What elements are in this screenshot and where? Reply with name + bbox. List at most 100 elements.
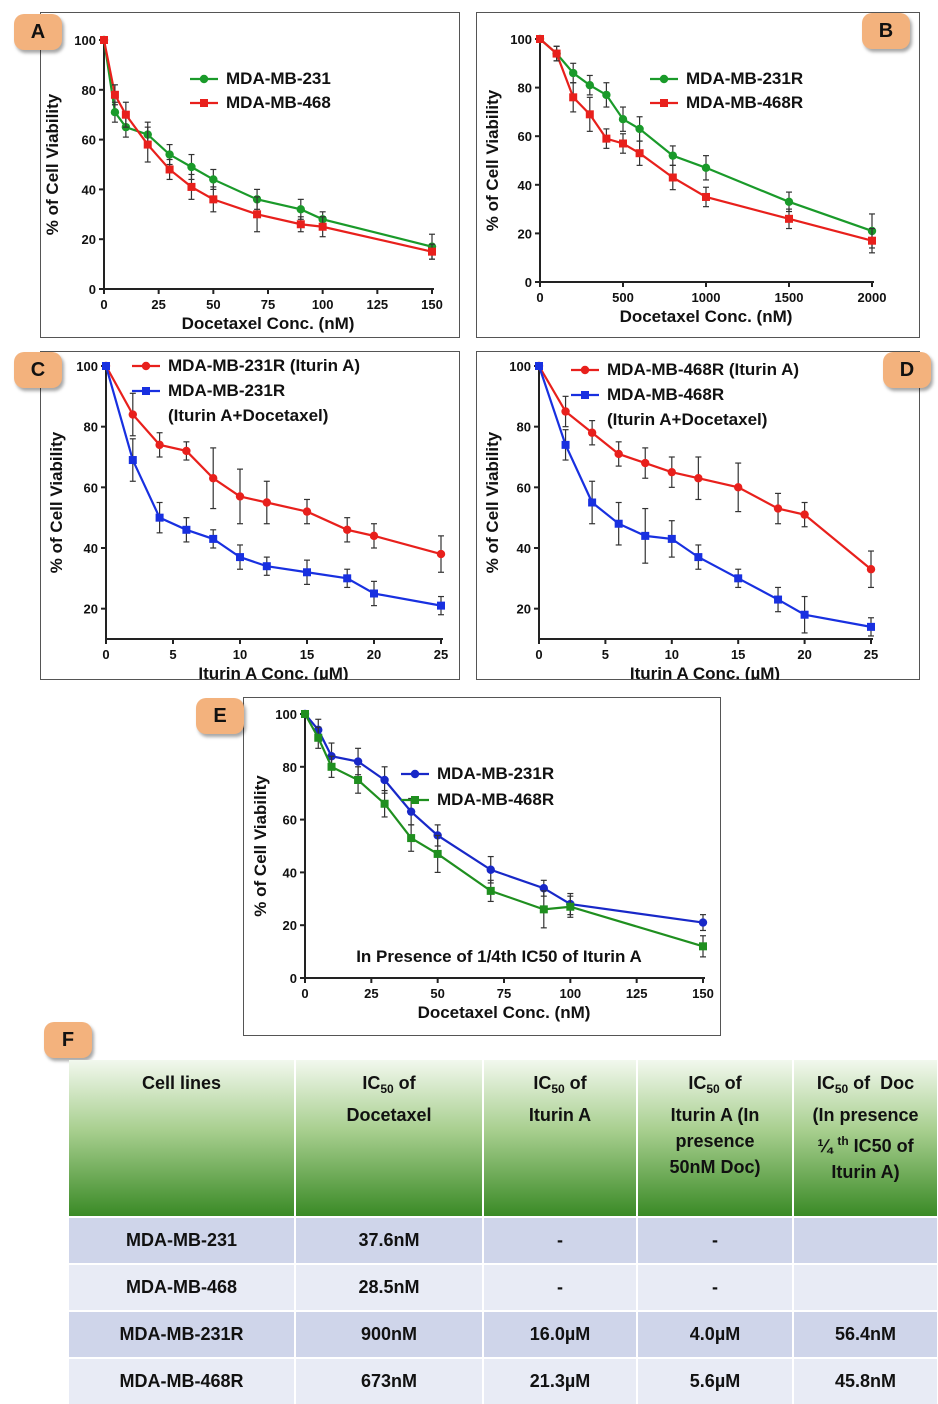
data-point — [585, 110, 594, 119]
x-tick-label: 15 — [731, 647, 745, 662]
chart-annotation: In Presence of 1/4th IC50 of Iturin A — [356, 947, 642, 966]
data-point — [785, 214, 793, 223]
table-cell: 673nM — [295, 1357, 484, 1404]
data-point — [701, 163, 711, 172]
legend-swatch-marker — [659, 74, 669, 84]
x-tick-label: 75 — [497, 986, 511, 1001]
data-point — [262, 562, 271, 571]
data-point — [314, 733, 323, 742]
legend-label: MDA-MB-468R — [607, 385, 724, 404]
legend-swatch-marker — [199, 74, 209, 84]
header-ic50-doc-with-iturin: IC50 of Doc (In presence ¼ th IC50 of Ituri… — [793, 1060, 938, 1217]
data-point — [774, 595, 783, 604]
y-tick-label: 40 — [518, 178, 532, 193]
data-point — [296, 220, 305, 229]
data-point — [694, 474, 703, 483]
y-tick-label: 0 — [89, 282, 96, 297]
y-tick-label: 40 — [517, 541, 531, 556]
panel-d-frame — [476, 351, 920, 680]
data-point — [635, 149, 644, 158]
data-point — [209, 195, 218, 204]
table-row: MDA-MB-468R 673nM 21.3µM 5.6µM 45.8nM — [69, 1357, 938, 1404]
y-tick-label: 100 — [74, 33, 96, 48]
data-point — [667, 534, 676, 543]
x-tick-label: 1000 — [692, 290, 721, 305]
y-tick-label: 40 — [84, 541, 98, 556]
y-tick-label: 80 — [518, 81, 532, 96]
x-tick-label: 125 — [626, 986, 648, 1001]
table-cell: 37.6nM — [295, 1216, 484, 1264]
data-point — [436, 549, 446, 559]
x-tick-label: 50 — [430, 986, 444, 1001]
header-ic50-iturin-with-doc: IC50 of Iturin A (In presence 50nM Doc) — [637, 1060, 794, 1217]
legend-label: MDA-MB-468R (Iturin A) — [607, 360, 799, 379]
legend-swatch-marker — [141, 361, 151, 371]
chart-panel-e: 0 20 40 60 80 100 0 25 50 75 100 125 150 Docetaxel Co… — [251, 707, 714, 1022]
header-ic50-iturin: IC50 of Iturin A — [483, 1060, 638, 1217]
data-point — [734, 574, 743, 583]
y-tick-label: 80 — [84, 420, 98, 435]
table-cell: - — [637, 1216, 794, 1264]
data-point — [370, 589, 378, 598]
y-tick-label: 100 — [76, 359, 98, 374]
y-tick-label: 100 — [510, 32, 532, 47]
header-cell-lines: Cell lines — [69, 1060, 296, 1217]
data-point — [437, 601, 445, 610]
data-point — [702, 192, 710, 201]
series-line — [537, 365, 872, 628]
data-point — [535, 362, 543, 370]
legend-swatch-marker — [660, 99, 668, 107]
data-point — [303, 568, 311, 577]
panel-c-frame — [40, 351, 460, 680]
data-point — [235, 492, 245, 501]
table-cell: MDA-MB-468 — [69, 1263, 296, 1311]
panel-label-f: F — [44, 1022, 92, 1058]
data-point — [699, 942, 707, 951]
data-point — [343, 525, 352, 534]
y-tick-label: 20 — [84, 602, 98, 617]
table-cell: 16.0µM — [483, 1310, 638, 1358]
table-cell: - — [637, 1263, 794, 1311]
header-ic50-docetaxel: IC50 of Docetaxel — [295, 1060, 484, 1217]
x-tick-label: 25 — [151, 297, 165, 312]
x-axis-label: Docetaxel Conc. (nM) — [182, 314, 355, 333]
series-line — [304, 713, 704, 924]
data-point — [641, 531, 650, 540]
x-tick-label: 75 — [261, 297, 275, 312]
data-point — [380, 775, 389, 785]
legend-swatch-marker — [581, 391, 589, 399]
data-point — [110, 90, 119, 99]
y-tick-label: 20 — [517, 602, 531, 617]
data-point — [187, 162, 196, 172]
panel-label-e: E — [196, 698, 244, 734]
panel-label-b: B — [862, 13, 910, 49]
data-point — [569, 68, 578, 78]
data-point — [585, 80, 594, 90]
data-point — [253, 210, 262, 219]
y-axis-label: % of Cell Viability — [251, 775, 270, 917]
table-cell: MDA-MB-231 — [69, 1216, 296, 1264]
y-tick-label: 20 — [518, 226, 532, 241]
data-point — [588, 498, 597, 507]
data-point — [569, 93, 578, 102]
legend-swatch-marker — [410, 769, 420, 779]
data-point — [619, 139, 627, 148]
x-tick-label: 5 — [602, 647, 609, 662]
table-cell: MDA-MB-231R — [69, 1310, 296, 1358]
x-tick-label: 15 — [300, 647, 314, 662]
ic50-table: Cell lines IC50 of Docetaxel IC50 of Ituri… — [69, 1060, 938, 1404]
y-tick-label: 20 — [283, 918, 297, 933]
data-point — [318, 222, 327, 231]
data-point — [614, 449, 623, 459]
data-point — [433, 849, 442, 858]
table-cell — [793, 1216, 938, 1264]
data-point — [209, 534, 218, 543]
legend-label-continuation: (Iturin A+Docetaxel) — [607, 410, 767, 429]
y-tick-label: 40 — [82, 182, 96, 197]
x-axis-label: Docetaxel Conc. (nM) — [620, 307, 793, 326]
data-point — [667, 467, 676, 477]
chart-panel-d: 20 40 60 80 100 0 5 10 15 20 25 Iturin A Conc. (µM)… — [483, 359, 878, 680]
x-tick-label: 25 — [434, 647, 448, 662]
series-line — [104, 365, 442, 607]
data-point — [165, 165, 174, 174]
